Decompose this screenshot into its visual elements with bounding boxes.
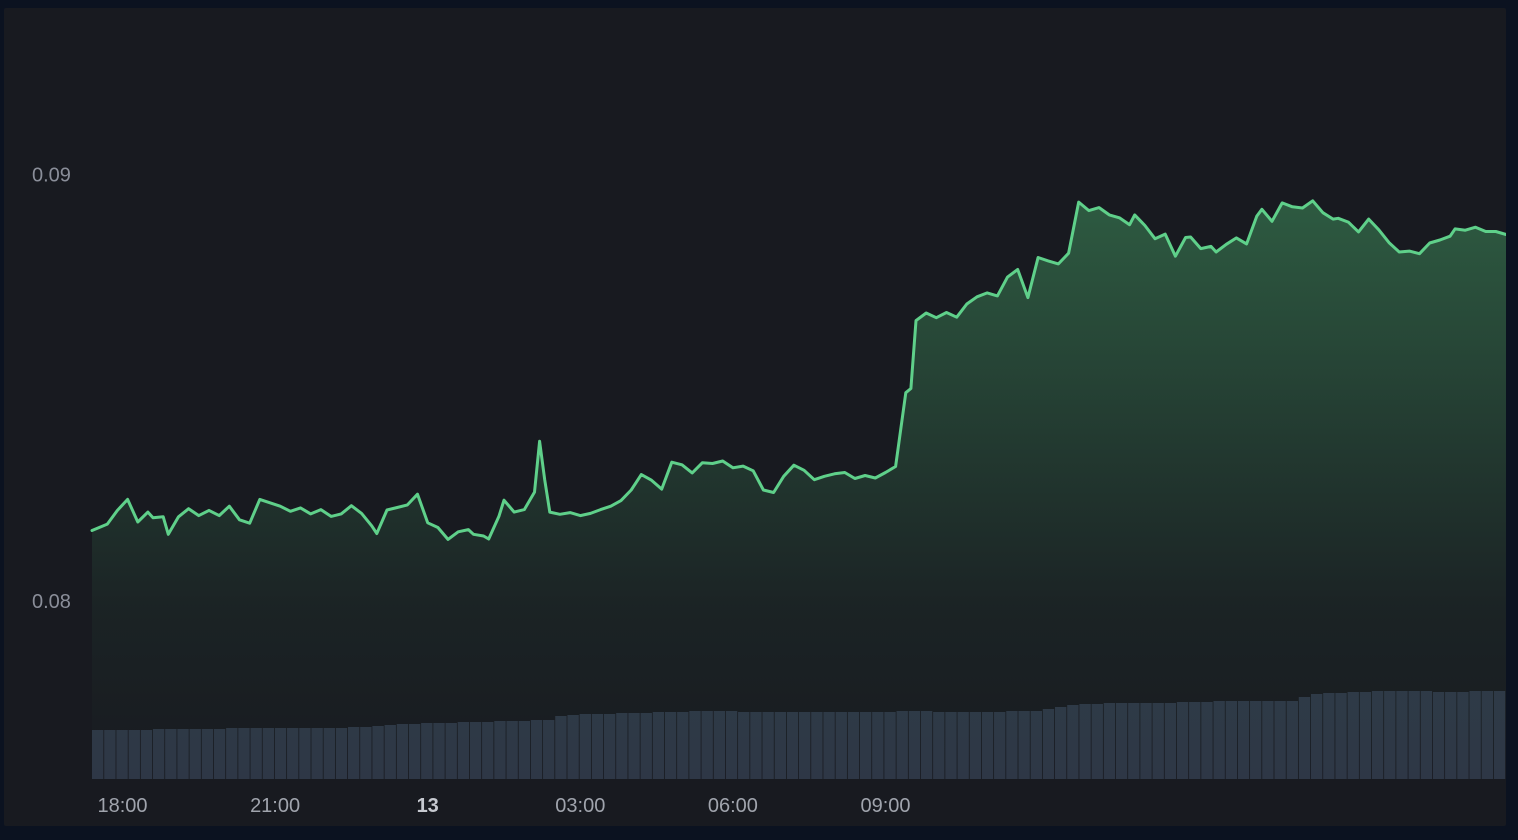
x-tick-label: 18:00 bbox=[97, 795, 147, 817]
price-chart: 0.09 0.08 18:00 21:00 13 03:00 06:00 09:00 bbox=[32, 164, 1506, 817]
x-tick-label: 21:00 bbox=[250, 795, 300, 817]
x-tick-label: 13 bbox=[417, 795, 439, 817]
chart-panel: 0.09 0.08 18:00 21:00 13 03:00 06:00 09:00 bbox=[4, 8, 1506, 826]
y-tick-label: 0.09 bbox=[32, 164, 71, 186]
y-tick-label: 0.08 bbox=[32, 591, 71, 613]
y-axis: 0.09 0.08 bbox=[32, 164, 71, 613]
x-tick-label: 06:00 bbox=[708, 795, 758, 817]
price-line bbox=[90, 199, 1506, 541]
x-tick-label: 09:00 bbox=[860, 795, 910, 817]
price-area-fill bbox=[92, 200, 1506, 780]
x-axis: 18:00 21:00 13 03:00 06:00 09:00 bbox=[97, 795, 910, 817]
x-tick-label: 03:00 bbox=[555, 795, 605, 817]
